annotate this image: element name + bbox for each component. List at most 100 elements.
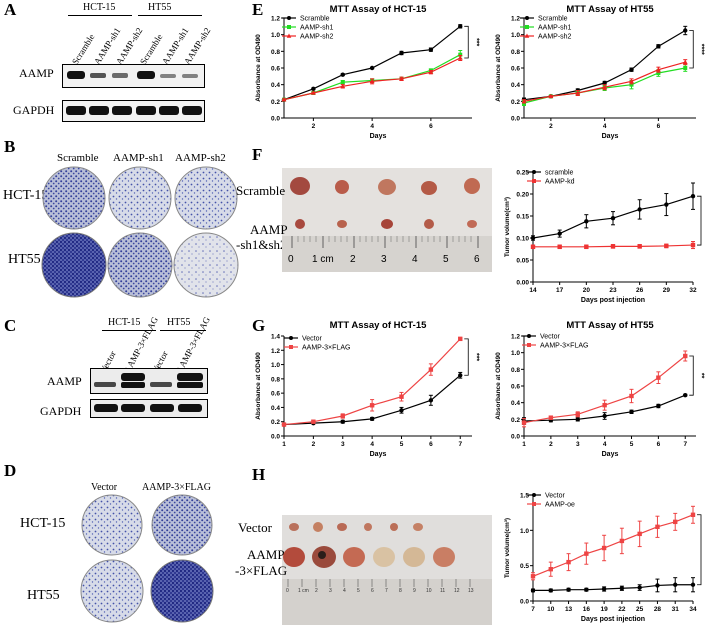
blot-c-group-ht55: HT55 (167, 317, 191, 328)
data-point (458, 24, 463, 29)
blot-c-image (90, 368, 208, 418)
chart-mtt-hct15-knockdown: MTT Assay of HCT-15 0.0 0.2 0.4 0.6 0.8 1.0 1.2… (255, 4, 479, 140)
x-tick-label: 20 (583, 287, 591, 294)
legend-marker (525, 16, 529, 20)
x-tick-label: 32 (689, 287, 697, 294)
data-point (369, 403, 375, 408)
ruler-h-tick-10: 10 (426, 588, 432, 594)
legend-marker (287, 25, 291, 29)
data-point (458, 336, 463, 342)
data-point (664, 202, 669, 207)
x-tick-label: 13 (565, 606, 573, 613)
data-point (584, 244, 589, 249)
legend-label: AAMP-kd (545, 179, 575, 186)
plate-b-row-ht55: HT55 (8, 252, 41, 267)
data-point (673, 519, 678, 525)
y-tick-label: 0.6 (271, 391, 280, 398)
x-tick-label: 26 (636, 287, 644, 294)
chart-title: MTT Assay of HCT-15 (330, 4, 427, 15)
plate-b-row-hct15: HCT-15 (3, 188, 49, 203)
x-tick-label: 34 (689, 606, 697, 613)
chart-title: MTT Assay of HT55 (566, 4, 654, 15)
y-tick-label: 1.0 (271, 32, 280, 39)
data-point (655, 583, 660, 588)
y-tick-label: 0.0 (271, 116, 280, 123)
y-tick-label: 0.0 (511, 434, 520, 441)
chart-mtt-ht55-overexpression: MTT Assay of HT55 0.0 0.2 0.4 0.6 0.8 1.0 1.2 1 2… (495, 320, 704, 458)
legend-label: scramble (545, 170, 574, 177)
data-point (683, 66, 688, 70)
significance-label: **** (705, 215, 709, 226)
data-point (548, 588, 553, 593)
legend-label: AAMP-3×FLAG (540, 343, 588, 350)
data-point (575, 412, 580, 417)
x-tick-label: 4 (603, 441, 607, 448)
y-tick-label: 0.0 (511, 116, 520, 123)
legend-marker (532, 502, 536, 506)
y-tick-label: 0.2 (511, 99, 520, 106)
data-point (311, 86, 316, 92)
y-tick-label: 0.8 (271, 376, 280, 383)
y-tick-label: 1.2 (271, 16, 280, 23)
y-tick-label: 0.8 (511, 49, 520, 56)
tumor-f-label-scramble: Scramble (236, 183, 286, 198)
data-point (369, 416, 375, 422)
significance-label: **** (697, 44, 704, 55)
x-tick-label: 3 (576, 441, 580, 448)
data-point (457, 55, 463, 60)
ruler-f-tick-5: 5 (443, 254, 449, 265)
y-tick-label: 0.20 (516, 192, 529, 199)
y-tick-label: 0.4 (511, 82, 520, 89)
plate-b-col-scramble: Scramble (57, 152, 99, 164)
legend-marker (527, 343, 531, 347)
data-point (530, 588, 536, 593)
data-point (428, 47, 434, 52)
legend-marker (289, 336, 293, 340)
significance-bracket (464, 25, 469, 59)
blot-a-image (62, 64, 205, 122)
y-tick-label: 1.4 (271, 334, 280, 341)
blot-a-group-hct15: HCT-15 (83, 2, 116, 13)
ruler-f-tick-6: 6 (474, 254, 480, 265)
y-axis-label: Absorbance at OD490 (495, 34, 502, 102)
data-point (690, 582, 696, 587)
data-point (656, 44, 661, 49)
data-point (458, 373, 463, 378)
x-tick-label: 4 (370, 123, 374, 130)
data-point (310, 90, 316, 95)
y-tick-label: 0.25 (516, 170, 529, 177)
x-tick-label: 10 (547, 606, 555, 613)
y-tick-label: 0.2 (271, 99, 280, 106)
data-point (340, 83, 346, 89)
legend-label: AAMP-sh1 (538, 25, 572, 32)
legend-marker (532, 170, 536, 174)
blot-a-row-gapdh: GAPDH (13, 103, 55, 117)
data-point (584, 587, 589, 592)
x-tick-label: 31 (672, 606, 680, 613)
data-point (602, 402, 607, 408)
data-point (530, 574, 536, 579)
legend-marker (532, 493, 536, 497)
panel-label-g: G (252, 316, 266, 335)
x-tick-label: 7 (683, 441, 687, 448)
y-tick-label: 0.05 (516, 258, 529, 265)
y-tick-label: 0.10 (516, 236, 529, 243)
tumor-f-label-sh: -sh1&sh2 (236, 237, 287, 252)
series-line-aamp-sh1 (283, 54, 461, 101)
legend-marker (525, 25, 529, 29)
ruler-f-tick-2: 2 (350, 254, 356, 265)
legend-label: Vector (540, 334, 561, 341)
data-point (683, 392, 688, 398)
x-axis-label: Days (370, 133, 387, 140)
legend-label: AAMP-3×FLAG (302, 345, 350, 352)
ruler-h-ticks: 0 1 cm 2 3 4 5 6 7 8 9 10 11 12 13 (284, 588, 489, 598)
blot-c-group-hct15: HCT-15 (108, 317, 141, 328)
blot-c-row-aamp: AAMP (47, 374, 82, 388)
data-point (629, 67, 634, 72)
y-tick-label: 0.00 (516, 280, 529, 287)
x-tick-label: 25 (636, 606, 644, 613)
legend-label: AAMP-sh1 (300, 25, 334, 32)
data-point (399, 394, 404, 399)
data-point (602, 84, 608, 89)
data-point (575, 90, 581, 95)
